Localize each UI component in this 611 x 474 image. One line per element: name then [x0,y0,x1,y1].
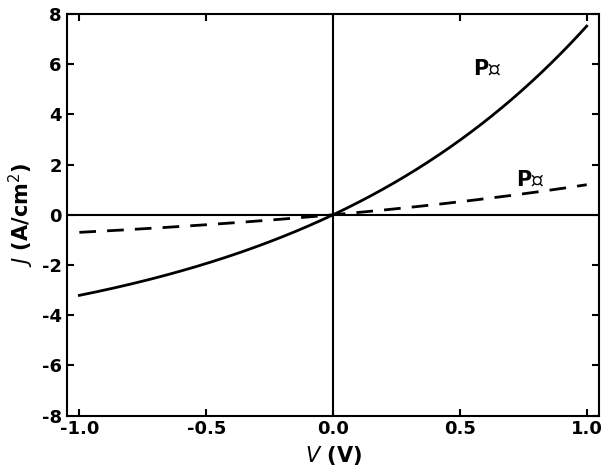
Y-axis label: $J$ (A/cm$^2$): $J$ (A/cm$^2$) [7,163,36,267]
X-axis label: $V$ (V): $V$ (V) [304,444,362,467]
Text: $\bf{P}$负: $\bf{P}$负 [516,171,544,191]
Text: $\bf{P}$正: $\bf{P}$正 [472,59,501,79]
